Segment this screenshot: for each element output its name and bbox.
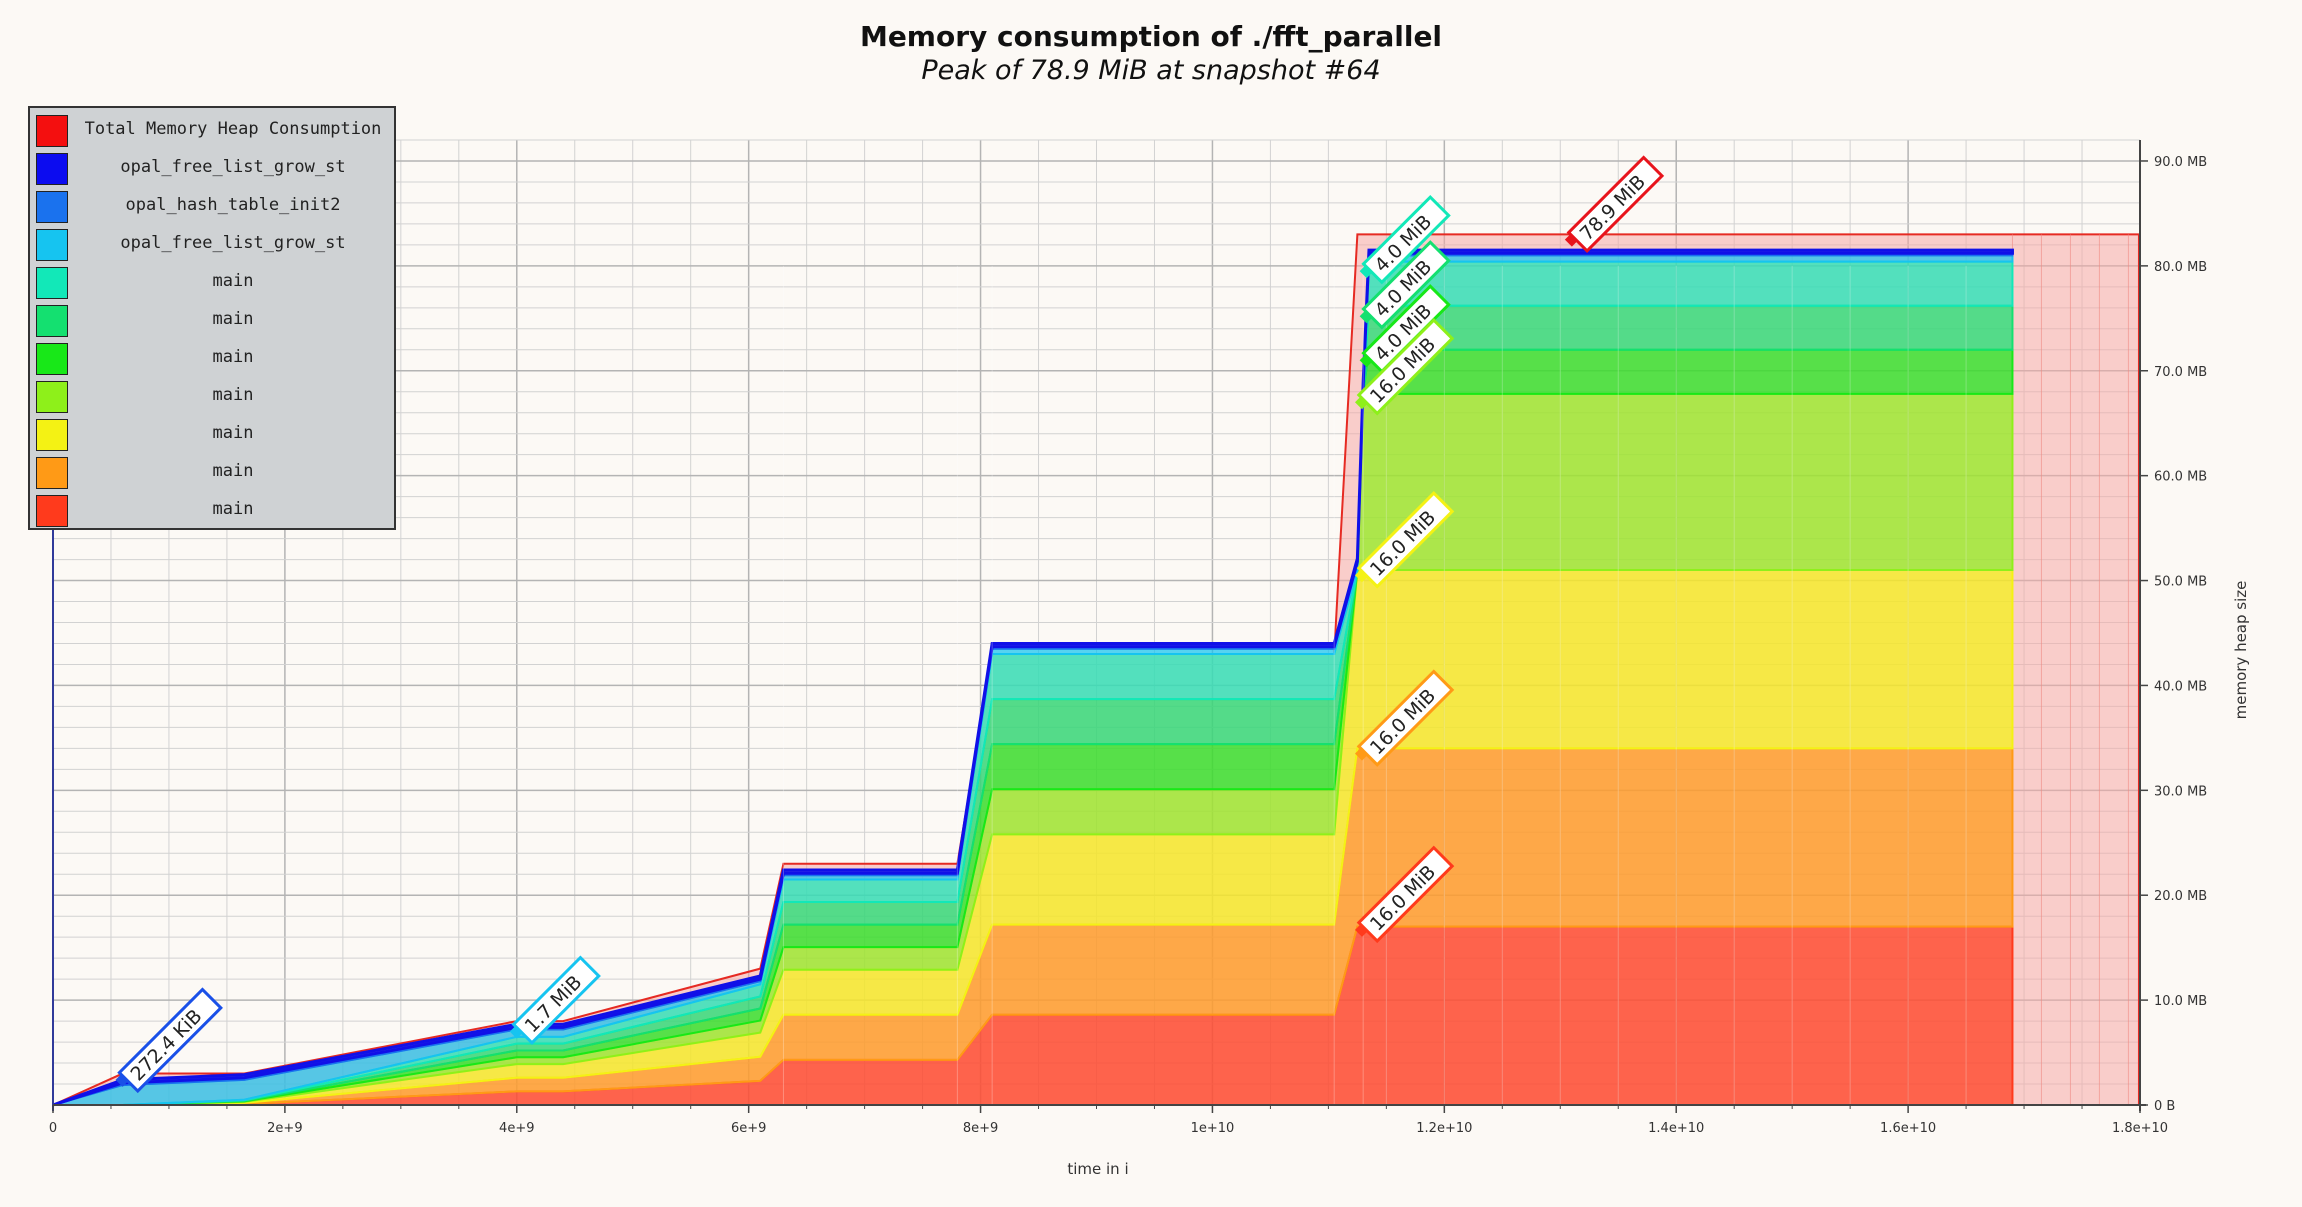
legend-swatch	[36, 457, 68, 489]
legend-item: main	[34, 339, 390, 377]
y-axis-label: memory heap size	[2232, 581, 2250, 720]
chart-subtitle: Peak of 78.9 MiB at snapshot #64	[921, 55, 1380, 86]
legend-label: main	[212, 309, 254, 329]
x-tick-label: 6e+9	[731, 1121, 766, 1136]
x-tick-label: 1.6e+10	[1880, 1121, 1936, 1136]
legend-item: main	[34, 491, 390, 529]
legend-item: main	[34, 263, 390, 301]
annotation-box	[1566, 155, 1665, 253]
legend-swatch	[36, 191, 68, 223]
legend-swatch	[36, 495, 68, 527]
legend-label: main	[212, 385, 254, 405]
legend-item: opal_free_list_grow_st	[34, 225, 390, 263]
legend-item: main	[34, 377, 390, 415]
y-tick-label: 20.0 MB	[2154, 889, 2207, 904]
chart-title: Memory consumption of ./fft_parallel	[860, 20, 1442, 53]
legend-label: opal_free_list_grow_st	[120, 233, 346, 253]
legend-item: opal_hash_table_init2	[34, 187, 390, 225]
y-tick-label: 10.0 MB	[2154, 994, 2207, 1009]
annotation-box	[117, 987, 223, 1094]
y-tick-label: 30.0 MB	[2154, 784, 2207, 799]
legend-item: main	[34, 415, 390, 453]
axes: 0 2e+9 4e+9 6e+9 8e+9 1e+10 1.2e+10 1.4e+10 1.6e…	[49, 140, 2207, 1136]
legend-swatch	[36, 419, 68, 451]
legend-item: main	[34, 453, 390, 491]
legend-swatch	[36, 115, 68, 147]
x-tick-label: 4e+9	[499, 1121, 534, 1136]
annotation-box	[511, 955, 601, 1045]
legend-swatch	[36, 267, 68, 299]
legend-label: opal_hash_table_init2	[125, 195, 341, 215]
legend-item: main	[34, 301, 390, 339]
x-tick-label: 2e+9	[267, 1121, 302, 1136]
legend-item: Total Memory Heap Consumption	[34, 111, 390, 149]
legend: Total Memory Heap Consumption opal_free_l…	[28, 106, 396, 530]
legend-label: main	[212, 423, 254, 443]
annotation-box	[1356, 845, 1455, 944]
series-area-9	[52, 248, 2014, 1107]
legend-label: main	[212, 347, 254, 367]
legend-swatch	[36, 343, 68, 375]
y-tick-label: 40.0 MB	[2154, 679, 2207, 694]
y-tick-label: 50.0 MB	[2154, 575, 2207, 590]
annotation-box	[1356, 491, 1455, 589]
legend-swatch	[36, 305, 68, 337]
legend-swatch	[36, 153, 68, 185]
legend-swatch	[36, 229, 68, 261]
annotation-box	[1361, 240, 1451, 330]
x-tick-label: 1.2e+10	[1416, 1121, 1472, 1136]
annotation-box	[1356, 669, 1455, 767]
series-areas	[52, 233, 2140, 1107]
legend-label: main	[212, 271, 254, 291]
x-axis-label: time in i	[1067, 1160, 1128, 1178]
y-tick-label: 60.0 MB	[2154, 470, 2207, 485]
y-tick-label: 90.0 MB	[2154, 155, 2207, 170]
x-tick-label: 1.8e+10	[2112, 1121, 2168, 1136]
x-tick-label: 0	[49, 1121, 57, 1136]
legend-item: opal_free_list_grow_st	[34, 149, 390, 187]
y-tick-label: 0 B	[2154, 1099, 2175, 1114]
y-tick-label: 70.0 MB	[2154, 365, 2207, 380]
legend-label: main	[212, 499, 254, 519]
legend-label: opal_free_list_grow_st	[120, 157, 346, 177]
legend-label: Total Memory Heap Consumption	[84, 119, 382, 139]
x-tick-label: 1e+10	[1191, 1121, 1235, 1136]
x-tick-label: 1.4e+10	[1648, 1121, 1704, 1136]
annotation-box	[1356, 317, 1455, 416]
y-tick-label: 80.0 MB	[2154, 260, 2207, 275]
legend-swatch	[36, 381, 68, 413]
annotation-box	[1361, 194, 1451, 285]
legend-label: main	[212, 461, 254, 481]
x-tick-label: 8e+9	[963, 1121, 998, 1136]
